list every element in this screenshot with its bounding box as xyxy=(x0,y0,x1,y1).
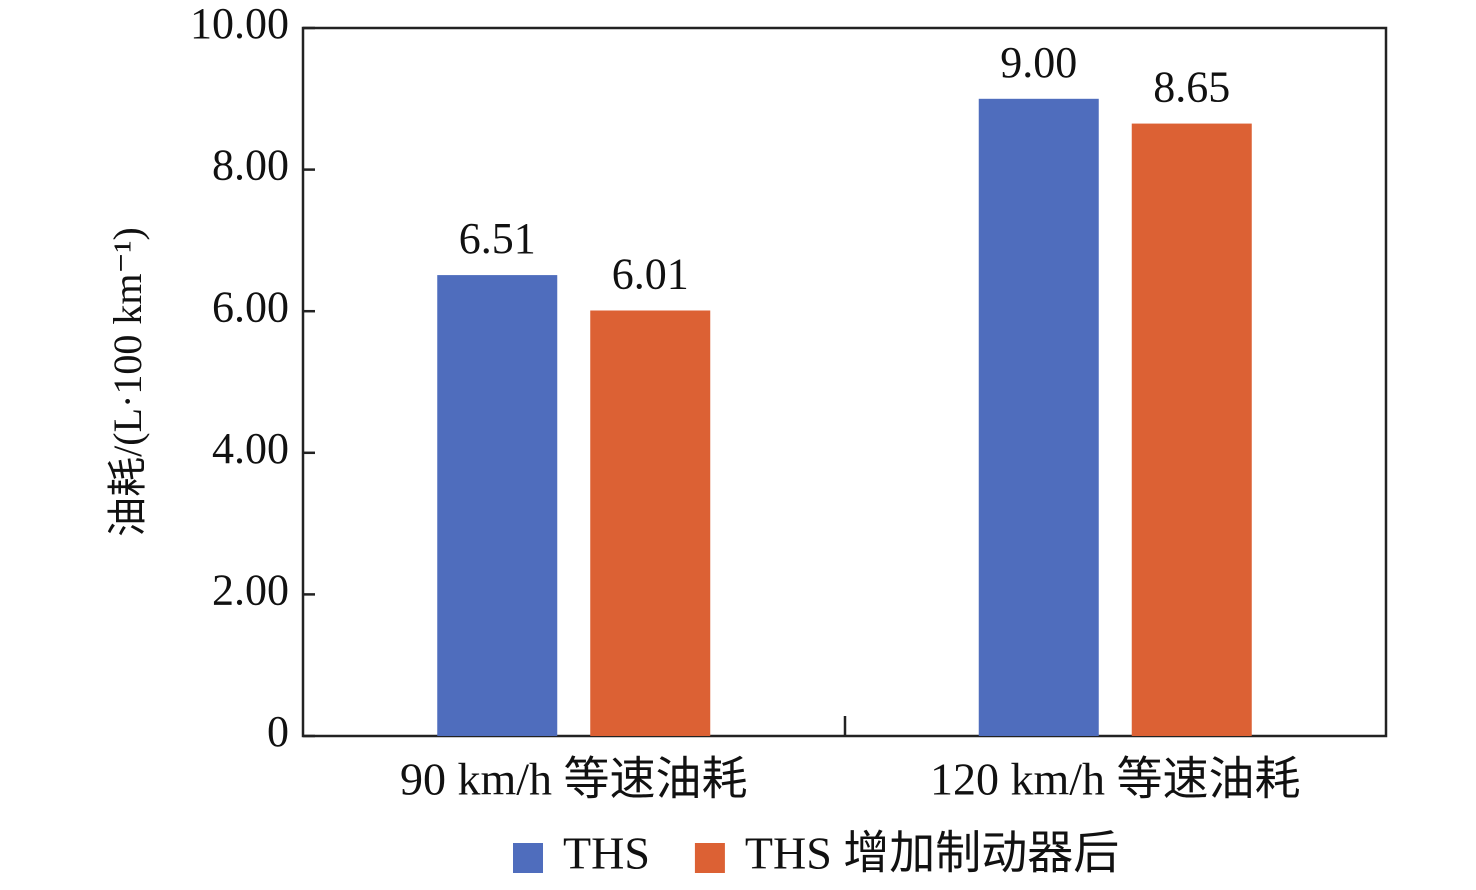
bar xyxy=(590,310,711,736)
bar xyxy=(978,98,1099,737)
value-label: 6.01 xyxy=(612,250,689,299)
y-axis-label: 油耗/(L·100 km⁻¹) xyxy=(105,227,150,537)
x-tick-label: 120 km/h 等速油耗 xyxy=(930,754,1301,805)
y-tick-label: 4.00 xyxy=(212,424,289,473)
legend-label: THS xyxy=(563,828,650,879)
y-tick-label: 10.00 xyxy=(190,0,289,48)
value-label: 9.00 xyxy=(1000,38,1077,87)
y-tick-label: 2.00 xyxy=(212,565,289,614)
y-tick-label: 0 xyxy=(267,707,289,756)
bar xyxy=(437,275,558,736)
legend-swatch xyxy=(513,843,543,873)
value-label: 8.65 xyxy=(1153,63,1230,112)
legend-label: THS 增加制动器后 xyxy=(745,828,1119,879)
legend-swatch xyxy=(694,843,725,873)
value-label: 6.51 xyxy=(459,214,536,263)
y-tick-label: 8.00 xyxy=(212,141,289,190)
bar xyxy=(1131,123,1252,736)
x-tick-label: 90 km/h 等速油耗 xyxy=(400,754,748,805)
y-tick-label: 6.00 xyxy=(212,282,289,331)
